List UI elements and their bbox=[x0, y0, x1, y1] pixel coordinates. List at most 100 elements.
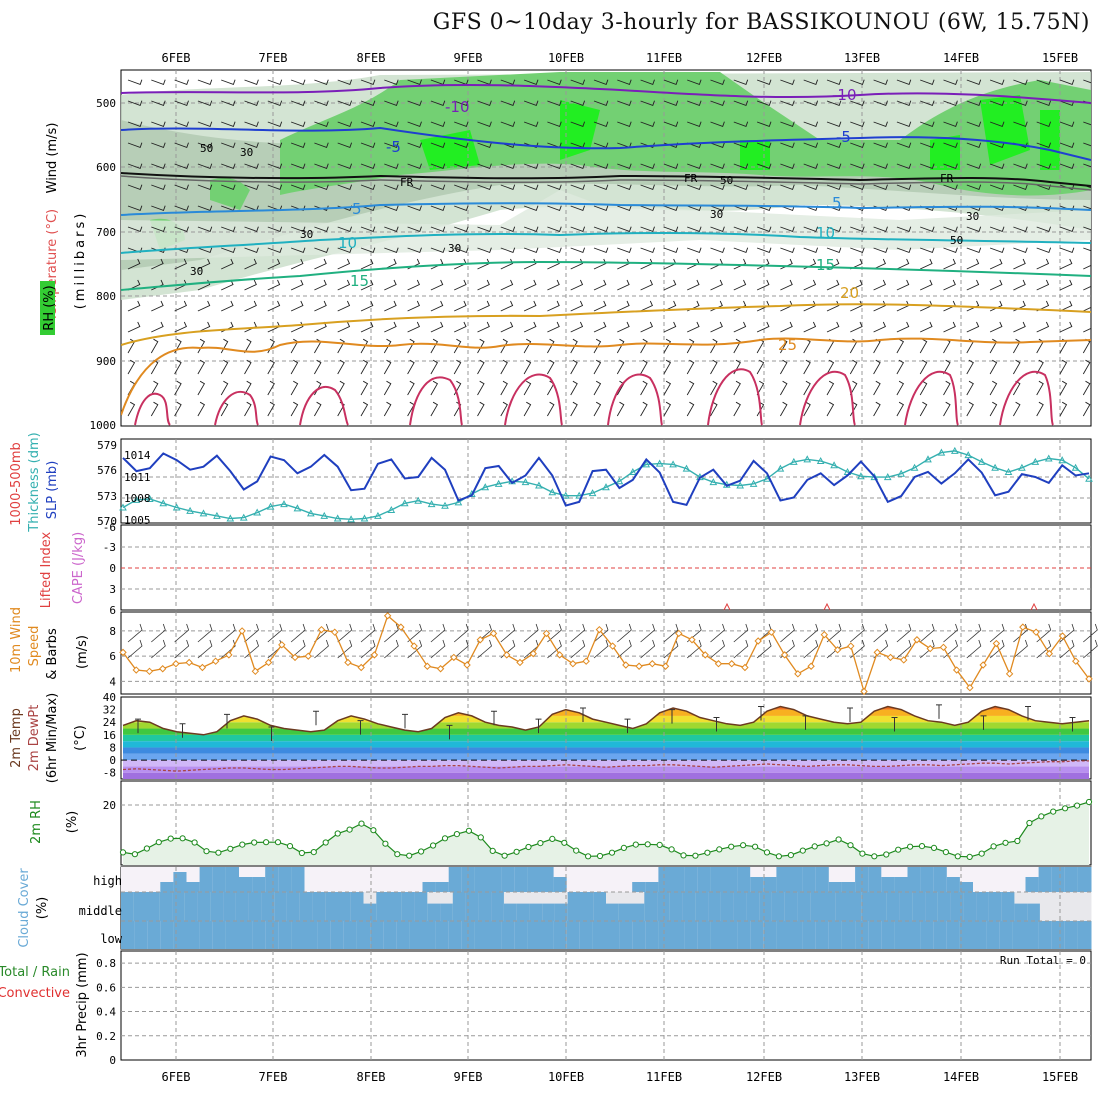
wind-barb bbox=[710, 79, 725, 85]
wind10-series bbox=[119, 612, 1093, 696]
wind-barb bbox=[966, 142, 982, 148]
cloud-cell bbox=[841, 921, 856, 949]
wind-barb bbox=[384, 79, 399, 85]
wind-barb bbox=[500, 359, 508, 375]
wind-barb bbox=[430, 205, 446, 211]
minmax-marker bbox=[1025, 705, 1031, 721]
cloud-cell bbox=[317, 921, 332, 949]
wind-barb bbox=[500, 163, 516, 169]
wind-barb bbox=[290, 401, 299, 417]
cloud-cell bbox=[841, 882, 856, 892]
wind-barb bbox=[663, 205, 679, 211]
cloud-row-label: middle bbox=[79, 904, 122, 918]
rh2m-point bbox=[775, 853, 783, 860]
thickness-point bbox=[132, 495, 141, 503]
rh2m-point bbox=[251, 839, 258, 846]
cloud-cell bbox=[855, 921, 869, 949]
cloud-cell bbox=[265, 921, 279, 949]
thickness-point bbox=[924, 455, 932, 463]
y-tick-label: 573 bbox=[97, 490, 117, 503]
y-tick-label: -3 bbox=[103, 541, 116, 554]
precip-axis: 0.8 0.6 0.4 0.2 0 bbox=[96, 957, 116, 1067]
wind-barb bbox=[337, 247, 353, 253]
cloud-bg bbox=[986, 867, 1000, 892]
wind-barb bbox=[803, 100, 819, 106]
wind-barb bbox=[966, 258, 980, 270]
wind-barb bbox=[803, 226, 819, 232]
y-tick-label: 32 bbox=[103, 704, 116, 717]
wind-barb bbox=[896, 226, 912, 232]
y-tick-label: 4 bbox=[109, 675, 116, 688]
rh2m-point bbox=[179, 835, 186, 842]
wind10-point bbox=[251, 667, 260, 675]
wind-barb bbox=[477, 205, 492, 211]
wind-barb bbox=[873, 142, 888, 148]
cloud-cell bbox=[401, 892, 416, 921]
wind-barb bbox=[1083, 306, 1091, 312]
wind-barb bbox=[966, 279, 980, 291]
y-tick-label: 8 bbox=[109, 741, 116, 754]
li-axis: -6 -3 0 3 6 bbox=[103, 521, 116, 617]
wind-barb bbox=[570, 401, 578, 417]
cloud-cell bbox=[1001, 892, 1015, 921]
wind-barb bbox=[756, 226, 772, 232]
wind10-point bbox=[238, 627, 246, 635]
cloud-cell bbox=[225, 867, 240, 892]
wind10-point bbox=[966, 683, 974, 692]
wind-barb bbox=[1036, 321, 1050, 333]
wind-barb bbox=[1083, 205, 1091, 210]
wind-barb bbox=[849, 380, 858, 396]
wind-barb bbox=[966, 359, 974, 375]
cloud-cell bbox=[186, 921, 201, 949]
wind-barb bbox=[384, 121, 399, 127]
wind10-barb bbox=[220, 623, 236, 643]
top-date-axis: 6FEB 7FEB 8FEB 9FEB 10FEB 11FEB 12FEB 13FEB 14FE… bbox=[162, 51, 1079, 65]
rh2m-point bbox=[465, 827, 472, 834]
rh2m-point bbox=[930, 844, 938, 852]
wind-barb bbox=[1013, 321, 1026, 333]
wind-barb bbox=[803, 247, 819, 253]
svg-text:20: 20 bbox=[840, 284, 859, 302]
svg-text:5: 5 bbox=[832, 194, 842, 212]
wind-barb bbox=[1082, 380, 1091, 396]
wind-barb bbox=[593, 380, 602, 396]
cloud-cell bbox=[720, 892, 735, 921]
cloud-cell bbox=[855, 867, 869, 892]
thickness-point bbox=[387, 505, 396, 514]
label-t2m-c: (6hr Min/Max) bbox=[45, 693, 60, 783]
wind10-point bbox=[1058, 632, 1067, 640]
wind-barb bbox=[454, 321, 467, 333]
wind10-point bbox=[622, 661, 630, 669]
wind-barb bbox=[127, 300, 141, 312]
thickness-point bbox=[266, 502, 275, 510]
wind10-point bbox=[119, 648, 127, 657]
thickness-point bbox=[950, 446, 959, 454]
cloud-row-label: low bbox=[100, 932, 122, 946]
y-tick-label: 6 bbox=[109, 650, 116, 663]
wind-barb bbox=[920, 79, 935, 85]
thickness-point bbox=[199, 509, 208, 517]
date-label-bottom: 15FEB bbox=[1042, 1070, 1078, 1084]
cloud-cell bbox=[810, 892, 824, 921]
wind-barb bbox=[826, 121, 842, 127]
wind-barb bbox=[896, 142, 912, 148]
wind-barb bbox=[873, 401, 881, 417]
slp-tick-label: 1014 bbox=[124, 449, 151, 462]
wind10-barb bbox=[663, 639, 679, 659]
wind-barb bbox=[337, 321, 351, 333]
cloud-cell bbox=[159, 892, 173, 921]
wind-barb bbox=[407, 100, 422, 106]
cloud-cell bbox=[540, 921, 555, 949]
cloud-cell bbox=[963, 892, 977, 921]
cloud-row-label: high bbox=[93, 874, 122, 888]
wind-barb bbox=[314, 359, 322, 375]
cloud-cell bbox=[828, 882, 843, 892]
wind-barb bbox=[966, 121, 982, 127]
wind-barb bbox=[873, 79, 888, 85]
wind10-barb bbox=[570, 623, 586, 643]
cloud-cell bbox=[973, 921, 987, 949]
wind-barb bbox=[523, 401, 532, 417]
cloud-cell bbox=[461, 867, 476, 892]
wind-barb bbox=[314, 79, 329, 85]
wind-barb bbox=[989, 163, 1005, 169]
